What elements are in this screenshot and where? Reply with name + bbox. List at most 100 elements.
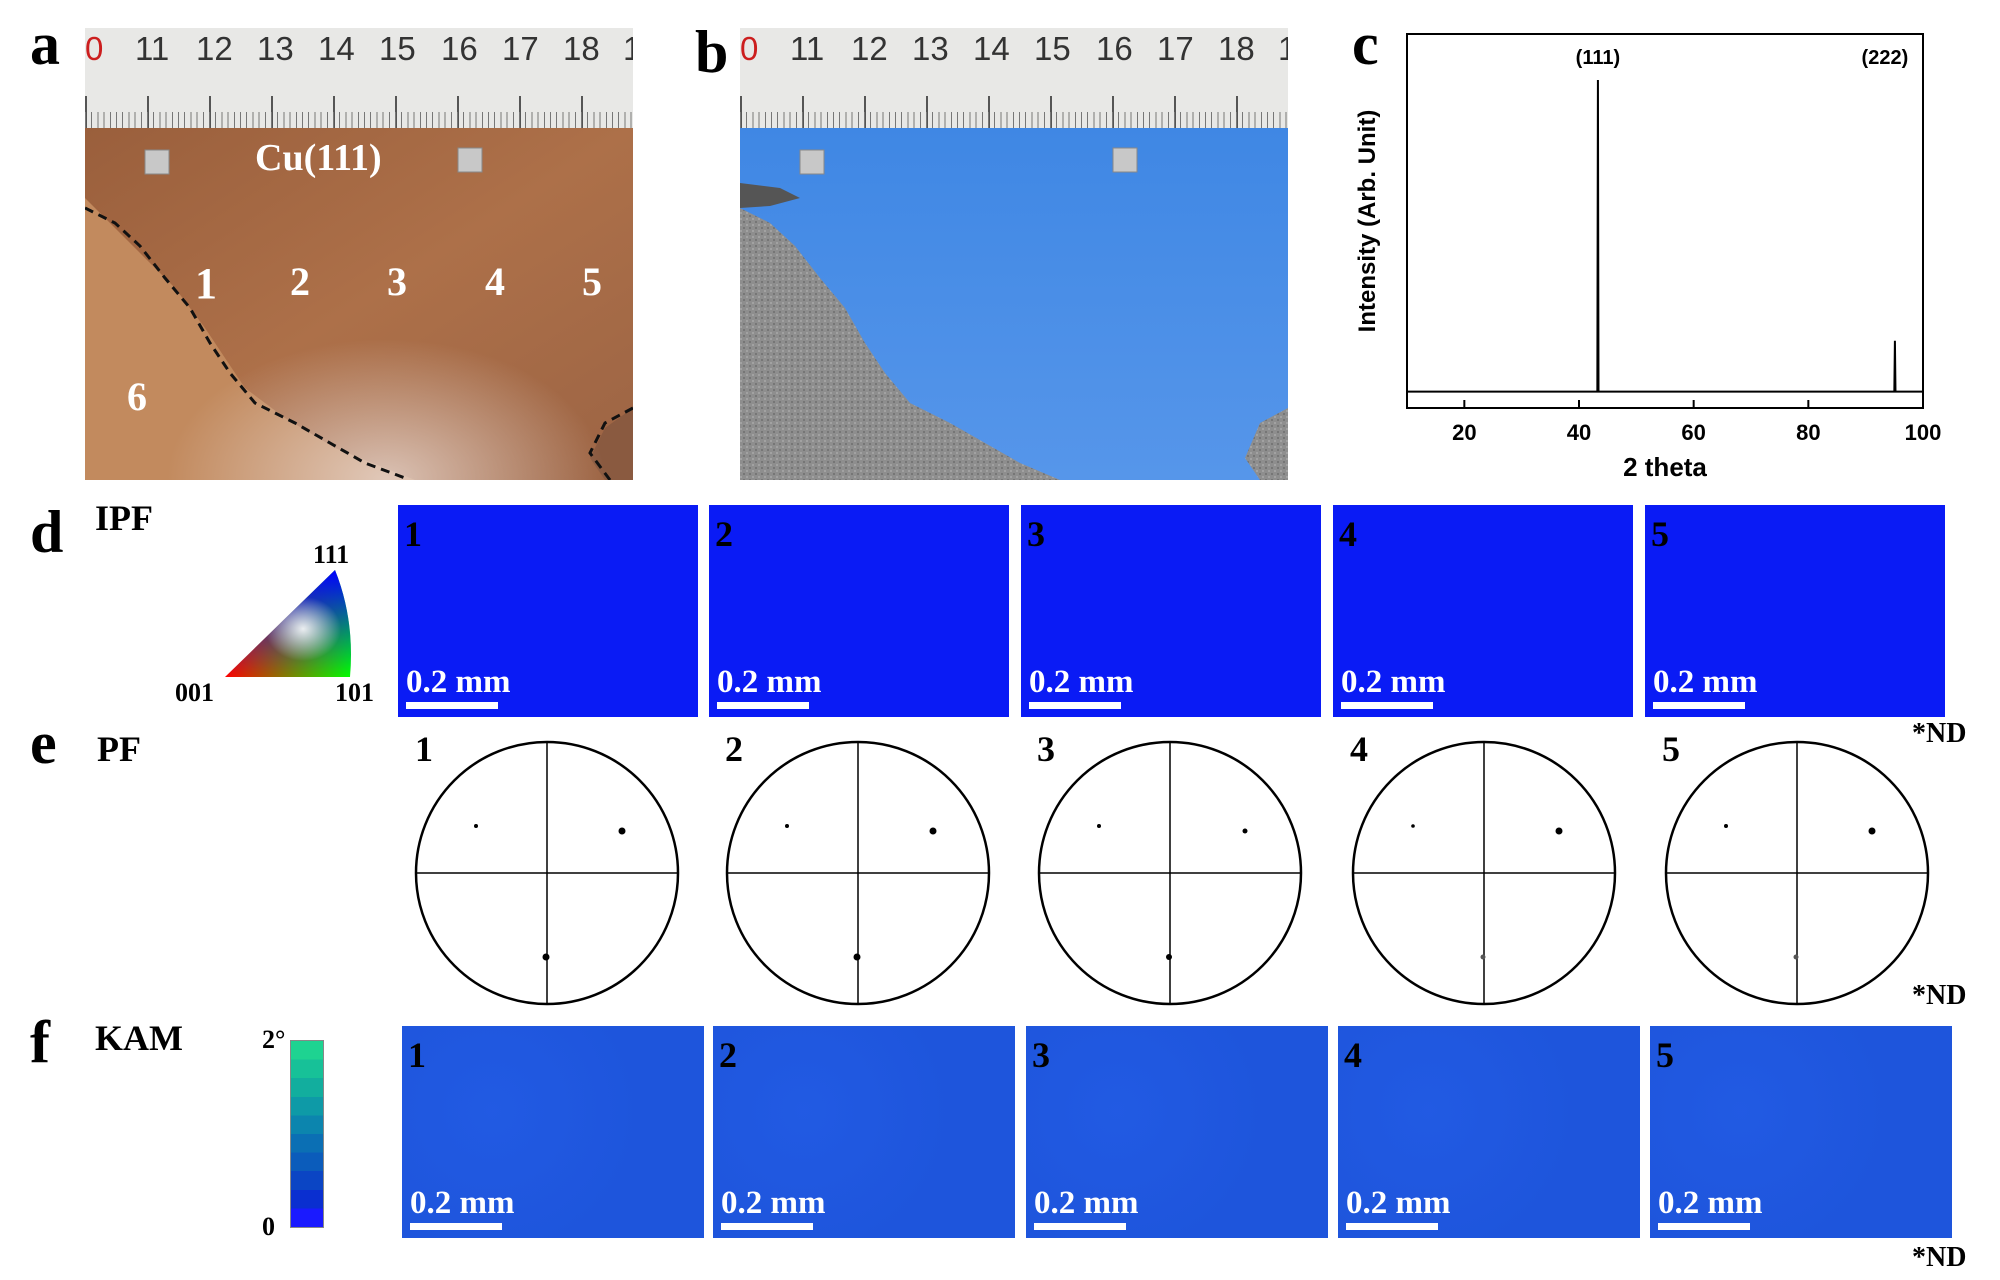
kam-map: 4 0.2 mm <box>1338 1026 1640 1238</box>
panel-label-d: d <box>30 499 64 565</box>
kam-map: 1 0.2 mm <box>402 1026 704 1238</box>
ruler-label: 18 <box>1218 30 1255 67</box>
y-axis-label: Intensity (Arb. Unit) <box>1354 110 1381 333</box>
ipf-map: 4 0.2 mm <box>1333 505 1633 717</box>
ruler-label: 0 <box>85 30 104 67</box>
ipf-key-101: 101 <box>335 678 374 707</box>
ruler-label: 12 <box>851 30 888 67</box>
kam-row-label: KAM <box>95 1018 183 1058</box>
panel-label-f: f <box>30 1009 50 1075</box>
nd-label: *ND <box>1912 980 1967 1011</box>
pole-figure <box>725 740 991 1006</box>
pf-number: 4 <box>1350 729 1368 769</box>
kam-map-number: 5 <box>1656 1035 1674 1075</box>
scale-bar <box>406 702 498 709</box>
kam-colorbar <box>290 1040 324 1228</box>
region-label: 4 <box>485 259 505 304</box>
region-label: 2 <box>290 259 310 304</box>
pole-figure <box>1664 740 1930 1006</box>
ruler-label: 17 <box>1157 30 1194 67</box>
ruler-label: 16 <box>441 30 478 67</box>
sample-photo-art <box>85 128 633 480</box>
pf-number: 2 <box>725 729 743 769</box>
pf-number: 5 <box>1662 729 1680 769</box>
ipf-map-number: 1 <box>404 514 422 554</box>
scale-bar <box>717 702 809 709</box>
peak-label: (222) <box>1862 47 1909 69</box>
kam-colorbar-min: 0 <box>262 1212 275 1241</box>
scale-bar <box>721 1223 813 1230</box>
pf-number: 1 <box>415 729 433 769</box>
ruler-label: 1 <box>623 30 633 67</box>
kam-colorbar-max: 2° <box>262 1025 286 1054</box>
ipf-map-number: 3 <box>1027 514 1045 554</box>
ruler-label: 14 <box>973 30 1010 67</box>
ruler-label: 12 <box>196 30 233 67</box>
scale-bar <box>1341 702 1433 709</box>
ruler-label: 13 <box>912 30 949 67</box>
ipf-map: 5 0.2 mm <box>1645 505 1945 717</box>
ipf-key-001: 001 <box>175 678 214 707</box>
ruler-ticks <box>740 94 1288 128</box>
ipf-map: 3 0.2 mm <box>1021 505 1321 717</box>
pf-number: 3 <box>1037 729 1055 769</box>
scale-bar <box>1346 1223 1438 1230</box>
panel-label-b: b <box>695 19 729 85</box>
scale-bar-label: 0.2 mm <box>1034 1185 1139 1221</box>
pole-figure <box>1037 740 1303 1006</box>
x-tick-label: 20 <box>1452 420 1476 445</box>
x-tick-label: 40 <box>1567 420 1591 445</box>
kam-map-number: 1 <box>408 1035 426 1075</box>
ruler-label: 1 <box>1278 30 1288 67</box>
scale-bar-label: 0.2 mm <box>1029 664 1134 700</box>
orientation-overlay-photo <box>740 128 1288 480</box>
scale-bar <box>1034 1223 1126 1230</box>
x-tick-label: 100 <box>1905 420 1942 445</box>
region-label: 3 <box>387 259 407 304</box>
x-axis-label: 2 theta <box>1623 452 1707 482</box>
ruler-label: 18 <box>563 30 600 67</box>
kam-map: 5 0.2 mm <box>1650 1026 1952 1238</box>
kam-map: 3 0.2 mm <box>1026 1026 1328 1238</box>
xrd-series-line <box>1407 79 1923 393</box>
ipf-map: 2 0.2 mm <box>709 505 1009 717</box>
kam-map-number: 2 <box>719 1035 737 1075</box>
sample-photo: Cu(111) 1 2 3 4 5 6 <box>85 128 633 480</box>
kam-map-number: 3 <box>1032 1035 1050 1075</box>
ruler-label: 17 <box>502 30 539 67</box>
scale-bar-label: 0.2 mm <box>1658 1185 1763 1221</box>
pole-figure <box>1351 740 1617 1006</box>
ruler-label: 11 <box>790 30 825 67</box>
ruler-label: 16 <box>1096 30 1133 67</box>
region-label: 6 <box>127 374 147 419</box>
x-tick-label: 60 <box>1681 420 1705 445</box>
region-label: 1 <box>195 259 217 308</box>
region-label: 5 <box>582 259 602 304</box>
kam-map: 2 0.2 mm <box>713 1026 1015 1238</box>
scale-bar-label: 0.2 mm <box>406 664 511 700</box>
ipf-map-number: 5 <box>1651 514 1669 554</box>
scale-bar-label: 0.2 mm <box>1346 1185 1451 1221</box>
scale-bar <box>410 1223 502 1230</box>
ruler-label: 15 <box>379 30 416 67</box>
scale-bar-label: 0.2 mm <box>717 664 822 700</box>
ruler-label: 13 <box>257 30 294 67</box>
plot-frame <box>1406 33 1924 409</box>
nd-label: *ND <box>1912 718 1967 749</box>
ipf-triangle <box>225 570 351 677</box>
scale-bar <box>1658 1223 1750 1230</box>
panel-label-c: c <box>1352 11 1379 77</box>
scale-bar-label: 0.2 mm <box>410 1185 515 1221</box>
ipf-map-number: 2 <box>715 514 733 554</box>
kam-map-number: 4 <box>1344 1035 1362 1075</box>
ruler-ticks <box>85 94 633 128</box>
scale-bar-label: 0.2 mm <box>721 1185 826 1221</box>
pf-row-label: PF <box>97 729 141 769</box>
orientation-overlay-art <box>740 128 1288 480</box>
nd-label: *ND <box>1912 1242 1967 1273</box>
sample-title: Cu(111) <box>255 137 382 179</box>
ruler-label: 14 <box>318 30 355 67</box>
ruler-b: 0 11 12 13 14 15 16 17 18 1 <box>740 28 1288 128</box>
ipf-map-number: 4 <box>1339 514 1357 554</box>
pole-figure <box>414 740 680 1006</box>
